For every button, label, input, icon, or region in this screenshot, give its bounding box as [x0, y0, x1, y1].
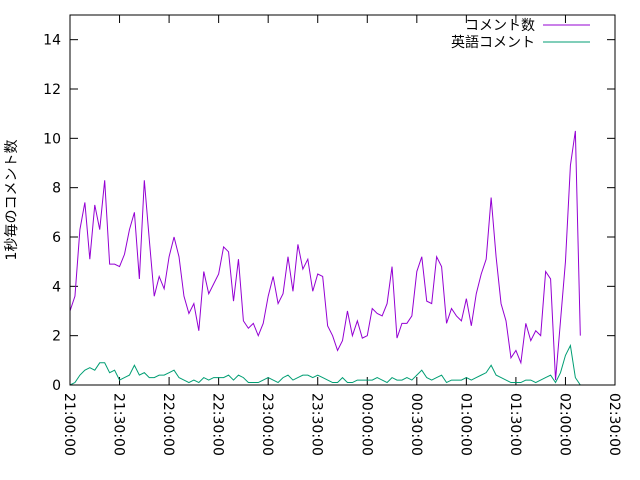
y-axis-label: 1秒毎のコメント数 [4, 140, 20, 261]
y-tick-label: 8 [52, 181, 61, 197]
legend-label: 英語コメント [451, 34, 535, 51]
x-tick-label: 23:30:00 [309, 393, 325, 456]
x-tick-label: 01:00:00 [457, 393, 473, 456]
x-tick-label: 02:30:00 [606, 393, 622, 456]
plot-border [69, 14, 616, 386]
y-tick-label: 6 [52, 230, 61, 246]
x-tick-label: 01:30:00 [507, 393, 523, 456]
y-tick-label: 14 [43, 33, 61, 49]
x-tick-label: 02:00:00 [556, 393, 572, 456]
y-tick-label: 2 [52, 329, 61, 345]
legend-label: コメント数 [465, 18, 535, 34]
series-line [69, 130, 581, 381]
x-tick-label: 00:30:00 [408, 393, 424, 456]
x-tick-label: 21:30:00 [111, 393, 127, 456]
y-tick-label: 10 [43, 131, 61, 147]
y-tick-label: 12 [43, 82, 61, 98]
x-tick-label: 23:00:00 [259, 393, 275, 456]
x-tick-label: 22:00:00 [160, 393, 176, 456]
series-line [69, 343, 581, 386]
x-tick-label: 21:00:00 [61, 393, 77, 456]
x-tick-label: 00:00:00 [358, 393, 374, 456]
y-tick-label: 4 [52, 279, 61, 295]
y-tick-label: 0 [52, 378, 61, 394]
x-tick-label: 22:30:00 [210, 393, 226, 456]
